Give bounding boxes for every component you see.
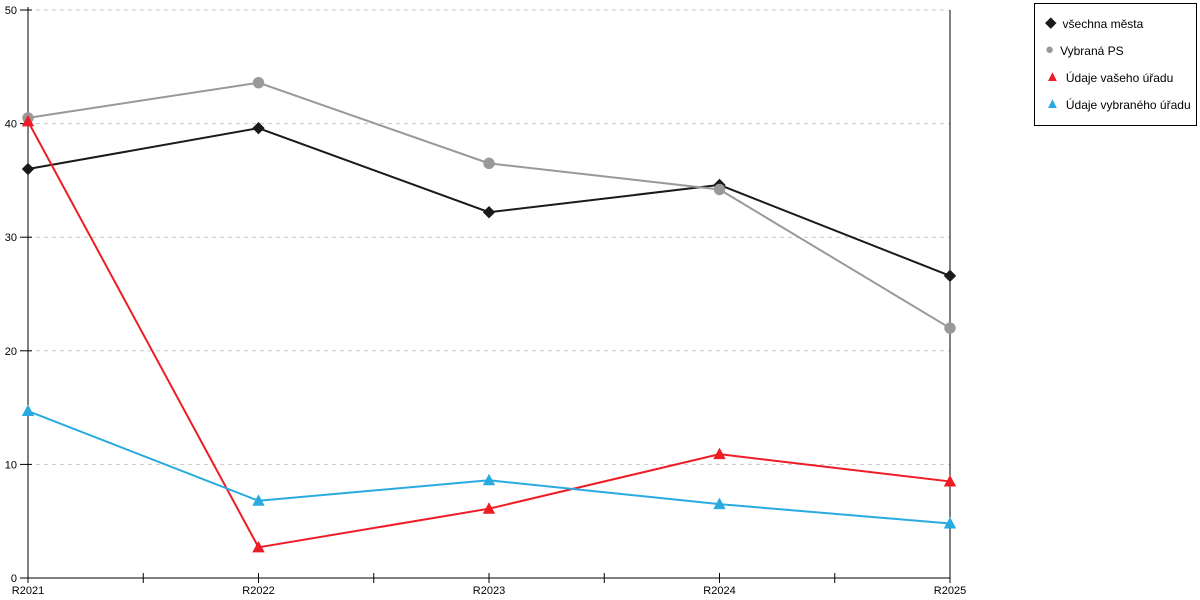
data-point-triangle bbox=[482, 473, 496, 486]
y-tick-label: 50 bbox=[5, 5, 17, 17]
x-tick-label: R2025 bbox=[934, 585, 966, 597]
data-point-diamond bbox=[252, 121, 265, 135]
data-point-triangle bbox=[713, 497, 726, 510]
data-point-circle bbox=[252, 77, 265, 89]
x-tick-label: R2024 bbox=[703, 585, 735, 597]
data-point-triangle bbox=[943, 516, 957, 529]
y-tick-label: 40 bbox=[5, 119, 17, 131]
data-point-diamond bbox=[482, 206, 496, 219]
data-point-diamond bbox=[943, 269, 957, 283]
legend-triangle-icon: ▲ bbox=[1045, 68, 1060, 85]
y-tick-label: 10 bbox=[5, 459, 17, 471]
data-point-triangle bbox=[482, 502, 496, 514]
legend-item: ◆ všechna města bbox=[1045, 14, 1188, 31]
y-tick-label: 20 bbox=[5, 346, 17, 358]
series-line-1 bbox=[27, 81, 951, 329]
legend-item: ▲ Údaje vybraného úřadu bbox=[1045, 95, 1191, 112]
legend-label: Údaje vybraného úřadu bbox=[1065, 98, 1191, 112]
data-point-circle bbox=[944, 322, 956, 334]
legend-label: všechna města bbox=[1062, 17, 1144, 31]
y-tick-label: 30 bbox=[5, 232, 17, 244]
x-tick-label: R2022 bbox=[242, 585, 274, 597]
x-tick-label: R2021 bbox=[12, 585, 44, 597]
legend-label: Údaje vašeho úřadu bbox=[1065, 71, 1174, 85]
legend-label: Vybraná PS bbox=[1060, 44, 1124, 58]
legend: ◆ všechna města ● Vybraná PS ▲ Údaje vaš… bbox=[1034, 3, 1197, 126]
legend-diamond-icon: ◆ bbox=[1045, 14, 1057, 31]
y-tick-label: 0 bbox=[11, 573, 17, 585]
data-point-circle bbox=[483, 157, 495, 170]
data-point-circle bbox=[713, 183, 726, 196]
legend-triangle-icon: ▲ bbox=[1045, 95, 1060, 112]
legend-item: ● Vybraná PS bbox=[1045, 41, 1188, 58]
data-point-triangle bbox=[943, 474, 957, 487]
data-point-triangle bbox=[252, 494, 265, 506]
data-point-triangle bbox=[252, 540, 265, 553]
data-point-triangle bbox=[21, 114, 35, 127]
legend-item: ▲ Údaje vašeho úřadu bbox=[1045, 68, 1188, 85]
data-point-triangle bbox=[21, 404, 35, 417]
x-tick-label: R2023 bbox=[473, 585, 505, 597]
legend-circle-icon: ● bbox=[1045, 41, 1055, 58]
data-point-diamond bbox=[21, 162, 35, 176]
data-point-triangle bbox=[713, 447, 726, 460]
series-line-0 bbox=[27, 127, 951, 277]
